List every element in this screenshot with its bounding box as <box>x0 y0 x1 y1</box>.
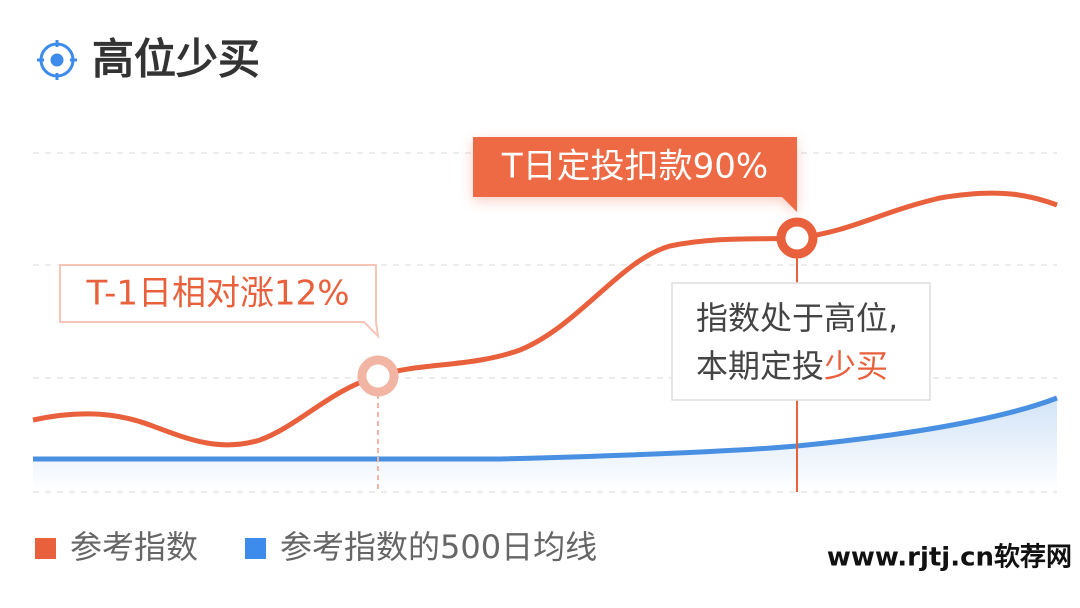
note-text: 指数处于高位, <box>696 299 898 337</box>
legend-swatch <box>245 538 266 559</box>
legend-label: 参考指数的500日均线 <box>280 528 597 566</box>
note-text: 本期定投少买 <box>696 347 888 385</box>
red-line <box>32 190 1058 448</box>
legend-label: 参考指数 <box>70 528 198 566</box>
marker <box>357 355 399 397</box>
note-box: 指数处于高位, 本期定投少买 <box>671 282 931 401</box>
callout-rise: T-1日相对涨12% <box>59 264 380 339</box>
marker <box>776 217 818 259</box>
title: 高位少买 <box>92 35 260 84</box>
note-highlight: 少买 <box>824 347 888 385</box>
callout-text: T日定投扣款90% <box>501 147 768 187</box>
callout-deduct: T日定投扣款90% <box>473 137 797 212</box>
watermark: www.rjtj.cn软荐网 <box>827 543 1072 573</box>
blue-area <box>33 398 1057 492</box>
title-icon <box>37 40 77 80</box>
callout-text: T-1日相对涨12% <box>85 274 349 314</box>
note-prefix: 本期定投 <box>696 347 824 385</box>
legend-swatch <box>35 538 56 559</box>
